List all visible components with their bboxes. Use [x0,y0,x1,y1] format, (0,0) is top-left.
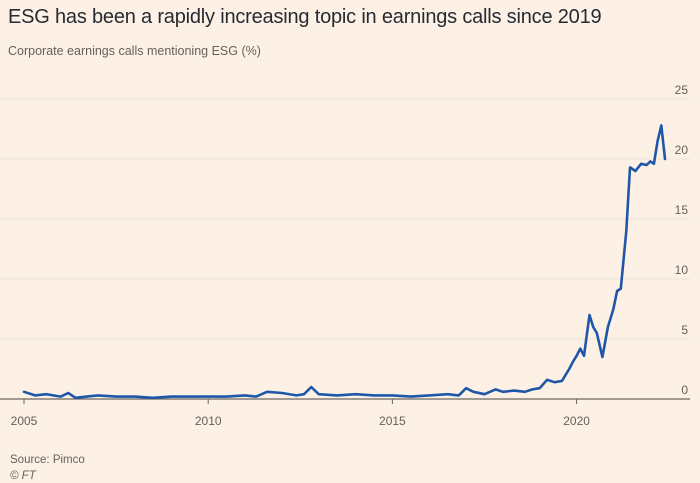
y-tick-label: 0 [681,383,688,397]
y-axis-ticks: 0 5 10 15 20 25 [675,83,689,397]
series-layer [22,124,667,400]
x-tick-label: 2020 [563,414,590,428]
x-tick-label: 2010 [195,414,222,428]
x-tick-label: 2015 [379,414,406,428]
chart-subtitle: Corporate earnings calls mentioning ESG … [8,44,261,58]
y-tick-label: 5 [681,323,688,337]
grid-lines [0,98,690,400]
source-note: Source: Pimco [10,454,85,466]
credit-note: © FT [10,470,36,482]
x-tick-label: 2005 [11,414,38,428]
y-tick-label: 25 [675,83,689,97]
y-tick-label: 15 [675,203,689,217]
y-tick-label: 20 [675,143,689,157]
chart-title: ESG has been a rapidly increasing topic … [8,6,602,28]
y-tick-label: 10 [675,263,689,277]
x-axis-ticks: 2005 2010 2015 2020 [11,399,590,428]
series-line [22,124,667,400]
